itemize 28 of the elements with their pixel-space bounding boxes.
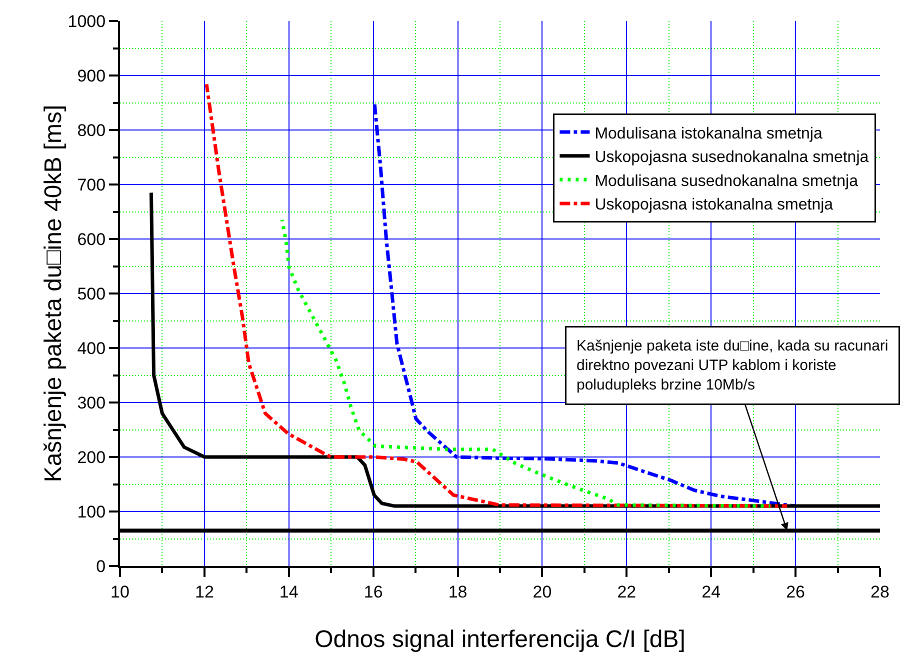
x-tick-label: 20 bbox=[532, 582, 552, 602]
y-tick-label: 600 bbox=[77, 230, 106, 249]
y-tick-label: 100 bbox=[77, 502, 106, 522]
y-tick-label: 0 bbox=[96, 556, 106, 576]
y-tick-label: 900 bbox=[77, 66, 106, 86]
y-tick-label: 500 bbox=[77, 284, 106, 304]
y-tick-label: 700 bbox=[77, 175, 106, 194]
x-tick-label: 14 bbox=[279, 582, 298, 602]
x-tick-label: 12 bbox=[194, 582, 214, 602]
x-tick-label: 24 bbox=[702, 582, 721, 602]
x-tick-label: 26 bbox=[786, 582, 806, 602]
y-tick-label: 300 bbox=[77, 393, 106, 412]
legend-label: Uskopojasna susednokanalna smetnja bbox=[594, 149, 869, 166]
legend-label: Modulisana susednokanalna smetnja bbox=[594, 172, 858, 190]
y-tick-label: 400 bbox=[77, 338, 106, 358]
x-tick-label: 16 bbox=[364, 582, 383, 602]
x-axis-title: Odnos signal interferencija C/I [dB] bbox=[314, 626, 686, 653]
x-tick-label: 28 bbox=[870, 582, 890, 602]
y-tick-label: 200 bbox=[77, 448, 106, 467]
x-tick-label: 18 bbox=[448, 582, 468, 602]
x-tick-label: 22 bbox=[617, 582, 636, 602]
legend-label: Modulisana istokanalna smetnja bbox=[594, 125, 822, 142]
y-axis-title: Kašnjenje paketa du□ine 40kB [ms] bbox=[40, 104, 67, 482]
annotation: Kašnjenje paketa iste du□ine, kada su racunari direktno povezani UTP kablom i koriste poludupleks brzine 10Mb/s bbox=[576, 338, 888, 394]
y-tick-label: 1000 bbox=[68, 12, 106, 31]
y-tick-label: 800 bbox=[77, 120, 106, 140]
x-tick-label: 10 bbox=[110, 582, 130, 602]
legend-label: Uskopojasna istokanalna smetnja bbox=[594, 196, 834, 214]
